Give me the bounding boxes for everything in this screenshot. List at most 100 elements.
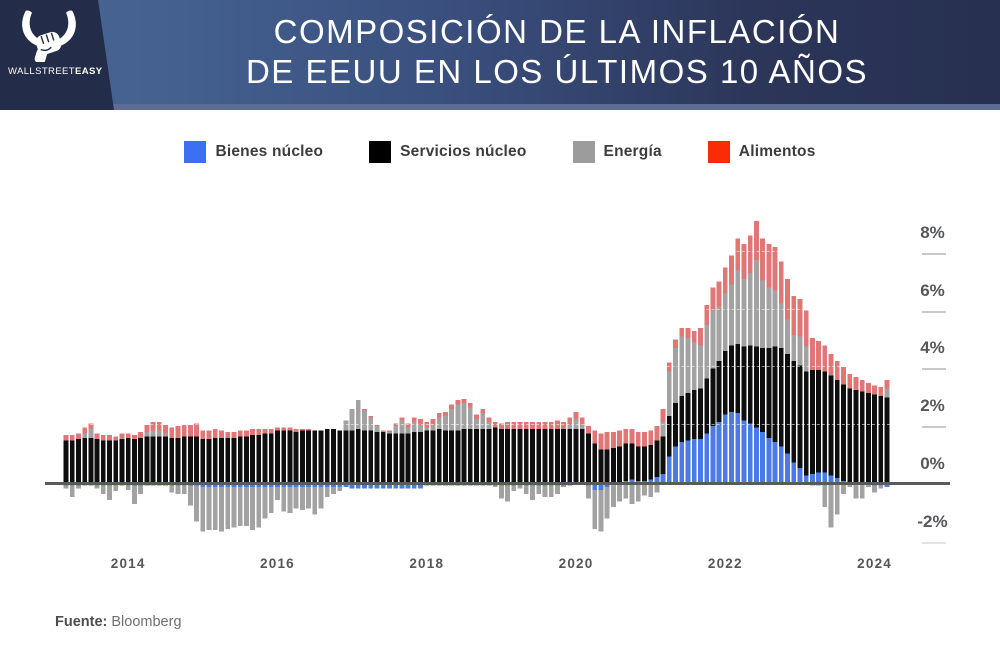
bar-segment xyxy=(424,430,430,484)
y-axis-tick-label: 6% xyxy=(920,280,945,300)
bar-segment xyxy=(853,484,859,499)
bar-segment xyxy=(212,484,218,487)
bar-segment xyxy=(548,421,554,430)
bar-segment xyxy=(449,430,455,484)
bar-segment xyxy=(542,421,548,430)
bar-segment xyxy=(586,485,591,499)
bar-segment xyxy=(754,221,759,261)
bar-segment xyxy=(418,418,423,425)
y-axis-tick-label: -2% xyxy=(917,511,948,531)
bar-segment xyxy=(735,413,741,484)
bar-segment xyxy=(610,484,616,508)
bar-segment xyxy=(530,421,535,430)
bar-segment xyxy=(299,484,305,487)
bar-segment xyxy=(275,430,280,484)
bar-segment xyxy=(847,374,853,389)
bar-segment xyxy=(523,485,529,495)
bar-segment xyxy=(853,390,859,484)
bar-segment xyxy=(654,484,660,493)
bar-segment xyxy=(685,392,691,441)
bar-segment xyxy=(219,437,224,484)
bar-segment xyxy=(125,485,131,490)
bar-segment xyxy=(299,486,305,511)
bar-segment xyxy=(188,436,193,484)
bar-segment xyxy=(604,486,610,519)
bar-segment xyxy=(797,299,803,337)
bar-segment xyxy=(598,449,604,484)
bar-segment xyxy=(374,426,380,432)
bar-segment xyxy=(374,484,380,489)
gridline xyxy=(45,424,890,426)
source-value: Bloomberg xyxy=(111,614,182,630)
bar-segment xyxy=(648,444,654,480)
bar-segment xyxy=(573,429,579,484)
bar-segment xyxy=(318,484,324,487)
inflation-stacked-bar-chart xyxy=(40,195,955,570)
bar-segment xyxy=(132,434,137,440)
bar-segment xyxy=(772,247,778,291)
bar-segment xyxy=(654,440,660,477)
bar-segment xyxy=(660,421,666,437)
bar-segment xyxy=(461,403,467,430)
bar-segment xyxy=(331,486,336,495)
bar-segment xyxy=(374,431,380,484)
bar-segment xyxy=(766,437,772,484)
bar-segment xyxy=(722,351,728,415)
bar-segment xyxy=(741,346,747,421)
bar-segment xyxy=(94,433,100,440)
bar-segment xyxy=(175,426,181,438)
bar-segment xyxy=(63,434,69,441)
bar-segment xyxy=(797,336,803,366)
bar-segment xyxy=(393,433,399,484)
bar-segment xyxy=(710,287,716,311)
bar-segment xyxy=(94,439,100,484)
legend-swatch-icon xyxy=(707,141,730,163)
bar-segment xyxy=(461,429,467,484)
bar-segment xyxy=(828,375,834,476)
bar-segment xyxy=(94,485,100,489)
bar-segment xyxy=(113,485,119,492)
bar-segment xyxy=(729,255,734,285)
bar-segment xyxy=(511,429,517,484)
bar-segment xyxy=(642,484,647,496)
bar-segment xyxy=(287,430,293,484)
bar-segment xyxy=(411,417,417,422)
bar-segment xyxy=(710,310,716,369)
bar-segment xyxy=(262,433,268,484)
bar-segment xyxy=(623,484,629,499)
bar-segment xyxy=(88,423,94,430)
x-axis-year-label: 2022 xyxy=(707,556,743,571)
bar-segment xyxy=(847,388,853,484)
bar-segment xyxy=(530,429,535,484)
bar-segment xyxy=(206,486,212,531)
bar-segment xyxy=(499,423,504,430)
bar-segment xyxy=(169,427,175,438)
bar-segment xyxy=(474,418,479,430)
bar-segment xyxy=(561,485,566,487)
bar-segment xyxy=(722,293,728,352)
header-bottom-strip xyxy=(0,104,1000,110)
bar-segment xyxy=(834,379,840,479)
bar-segment xyxy=(691,390,697,440)
bar-segment xyxy=(250,434,255,484)
bar-segment xyxy=(573,418,579,430)
bar-segment xyxy=(405,427,411,434)
bull-logo-icon xyxy=(22,10,76,62)
bar-segment xyxy=(872,385,877,395)
bar-segment xyxy=(523,429,529,484)
bar-segment xyxy=(100,434,106,441)
bar-segment xyxy=(436,417,442,430)
y-axis-tick-dash xyxy=(922,310,946,313)
bar-segment xyxy=(430,424,436,431)
bar-segment xyxy=(872,485,877,493)
bar-segment xyxy=(635,484,641,502)
bar-segment xyxy=(399,433,405,484)
bar-segment xyxy=(324,484,330,487)
bar-segment xyxy=(859,484,865,499)
bar-segment xyxy=(188,485,193,506)
legend-swatch-icon xyxy=(184,141,207,163)
bar-segment xyxy=(536,485,542,495)
bar-segment xyxy=(212,437,218,484)
bar-segment xyxy=(685,440,691,484)
y-axis-tick-dash xyxy=(922,541,946,544)
